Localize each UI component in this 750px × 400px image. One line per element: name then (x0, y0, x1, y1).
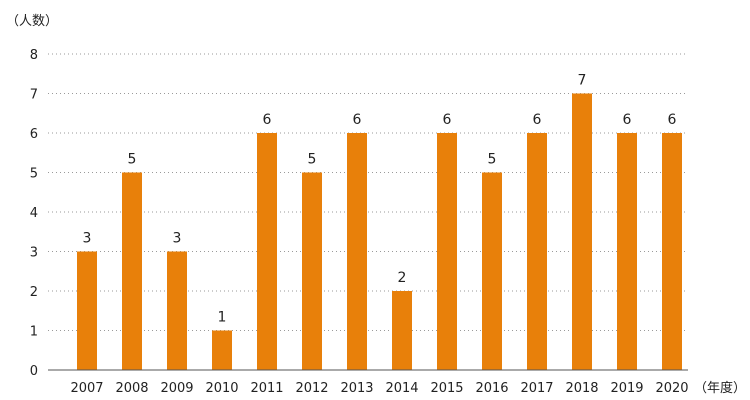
bar-2014 (392, 291, 412, 370)
x-tick-label: 2019 (610, 381, 643, 396)
x-tick-label: 2015 (430, 381, 463, 396)
y-tick-label: 0 (30, 364, 38, 379)
data-label-2008: 5 (128, 152, 137, 168)
data-label-2012: 5 (308, 152, 317, 168)
y-tick-label: 6 (30, 127, 38, 142)
x-tick-label: 2017 (520, 381, 553, 396)
y-tick-label: 2 (30, 285, 38, 300)
y-tick-label: 1 (30, 325, 38, 340)
data-label-2019: 6 (623, 112, 632, 128)
x-tick-label: 2008 (115, 381, 148, 396)
y-tick-label: 3 (30, 246, 38, 261)
bar-2019 (617, 133, 637, 370)
bar-2011 (257, 133, 277, 370)
data-label-2016: 5 (488, 152, 497, 168)
y-tick-label: 5 (30, 167, 38, 182)
data-label-2009: 3 (173, 231, 182, 247)
bar-2017 (527, 133, 547, 370)
bars (77, 93, 682, 370)
y-tick-label: 8 (30, 48, 38, 63)
x-tick-label: 2007 (70, 381, 103, 396)
bar-2007 (77, 251, 97, 370)
data-label-2010: 1 (218, 310, 227, 326)
bar-2018 (572, 93, 592, 370)
x-tick-label: 2013 (340, 381, 373, 396)
data-label-2015: 6 (443, 112, 452, 128)
x-tick-label: 2018 (565, 381, 598, 396)
x-tick-label: 2012 (295, 381, 328, 396)
y-tick-label: 4 (30, 206, 38, 221)
y-axis-label: （人数） (6, 14, 58, 29)
data-labels: 3 5 3 1 6 5 6 2 6 5 6 7 6 6 (83, 73, 677, 326)
x-tick-label: 2016 (475, 381, 508, 396)
bar-2013 (347, 133, 367, 370)
bar-2020 (662, 133, 682, 370)
x-tick-label: 2011 (250, 381, 283, 396)
x-tick-label: 2020 (655, 381, 688, 396)
data-label-2007: 3 (83, 231, 92, 247)
bar-2012 (302, 172, 322, 370)
data-label-2013: 6 (353, 112, 362, 128)
x-axis-label: （年度） (694, 380, 746, 396)
gridlines (48, 53, 688, 331)
data-label-2020: 6 (668, 112, 677, 128)
x-tick-label: 2014 (385, 381, 418, 396)
bar-2008 (122, 172, 142, 370)
data-label-2011: 6 (263, 112, 272, 128)
y-tick-label: 7 (30, 88, 38, 103)
data-label-2014: 2 (398, 270, 407, 286)
x-tick-label: 2009 (160, 381, 193, 396)
bar-2010 (212, 330, 232, 370)
data-label-2018: 7 (578, 73, 587, 89)
bar-2015 (437, 133, 457, 370)
data-label-2017: 6 (533, 112, 542, 128)
y-axis-ticks: 0 1 2 3 4 5 6 7 8 (30, 48, 38, 379)
x-tick-label: 2010 (205, 381, 238, 396)
bar-2016 (482, 172, 502, 370)
bar-2009 (167, 251, 187, 370)
x-axis-ticks: 2007 2008 2009 2010 2011 2012 2013 2014 2015 2016… (70, 381, 688, 396)
